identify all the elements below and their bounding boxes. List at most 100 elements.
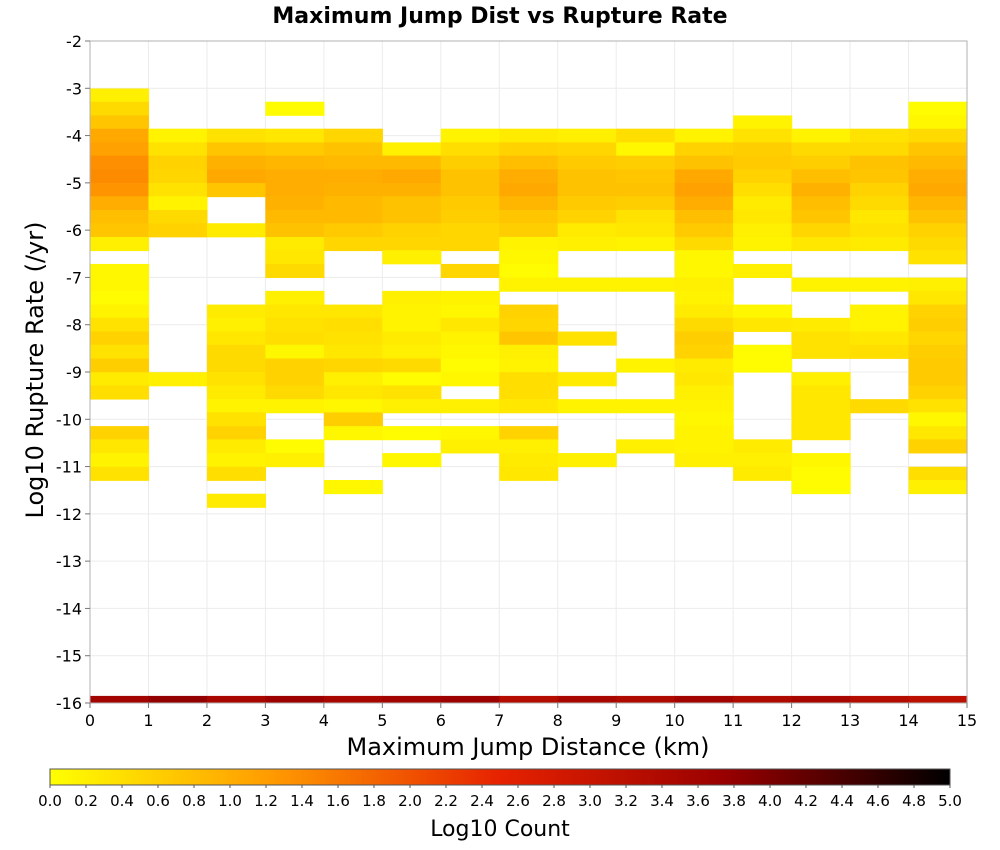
y-tick-label: -12 — [56, 505, 82, 524]
heatmap-cell — [908, 426, 968, 441]
heatmap-cell — [323, 480, 383, 495]
heatmap-cell — [557, 236, 617, 252]
heatmap-cell — [323, 236, 383, 252]
heatmap-cell — [206, 304, 266, 319]
heatmap-cell — [440, 426, 500, 441]
heatmap-cell — [908, 358, 968, 373]
heatmap-cell — [382, 290, 442, 305]
x-tick-label: 0 — [85, 711, 95, 730]
heatmap-cell — [382, 142, 442, 157]
heatmap-cell — [323, 358, 383, 373]
heatmap-cell — [674, 453, 734, 468]
heatmap-cell — [90, 317, 150, 332]
heatmap-cell — [616, 142, 676, 157]
heatmap-cell — [908, 385, 968, 400]
heatmap-cell — [90, 331, 150, 346]
heatmap-cell — [206, 317, 266, 332]
baseline-cell — [733, 695, 793, 703]
heatmap-cell — [265, 223, 325, 238]
colorbar-tick-label: 3.4 — [650, 792, 674, 810]
heatmap-cell — [499, 453, 559, 468]
colorbar-tick-label: 3.2 — [614, 792, 638, 810]
heatmap-cell — [382, 453, 442, 468]
colorbar-tick-label: 5.0 — [938, 792, 962, 810]
heatmap-cell — [499, 317, 559, 332]
colorbar-tick-label: 0.4 — [110, 792, 134, 810]
heatmap-cell — [616, 196, 676, 211]
x-tick-label: 13 — [840, 711, 860, 730]
heatmap-cell — [791, 385, 851, 400]
heatmap-cell — [908, 183, 968, 198]
heatmap-cell — [265, 358, 325, 373]
heatmap-cell — [557, 196, 617, 211]
x-tick-label: 8 — [553, 711, 563, 730]
heatmap-cell — [323, 169, 383, 184]
heatmap-cell — [382, 223, 442, 238]
heatmap-cell — [791, 466, 851, 481]
heatmap-cell — [90, 115, 150, 130]
heatmap-cell — [323, 210, 383, 225]
heatmap-cell — [440, 128, 500, 143]
heatmap-cell — [557, 183, 617, 198]
heatmap-cell — [323, 344, 383, 359]
heatmap-cell — [440, 290, 500, 305]
heatmap-cell — [206, 466, 266, 481]
heatmap-cell — [557, 399, 617, 414]
heatmap-cell — [733, 466, 793, 481]
heatmap-cell — [499, 223, 559, 238]
heatmap-cell — [674, 331, 734, 346]
colorbar-tick-label: 2.6 — [506, 792, 530, 810]
heatmap-cell — [323, 412, 383, 427]
heatmap-cell — [323, 385, 383, 400]
colorbar-tick-label: 2.2 — [434, 792, 458, 810]
y-tick-label: -2 — [66, 32, 82, 51]
heatmap-cell — [323, 399, 383, 414]
heatmap-cell — [323, 304, 383, 319]
heatmap-cell — [908, 250, 968, 265]
heatmap-cell — [791, 480, 851, 495]
heatmap-cell — [440, 142, 500, 157]
heatmap-cell — [674, 277, 734, 292]
heatmap-cell — [499, 128, 559, 143]
heatmap-cell — [908, 142, 968, 157]
heatmap-cell — [791, 344, 851, 359]
heatmap-cell — [674, 399, 734, 414]
colorbar-label: Log10 Count — [430, 817, 570, 842]
heatmap-cell — [616, 155, 676, 170]
heatmap-cell — [733, 453, 793, 468]
heatmap-cell — [148, 142, 208, 157]
heatmap-cell — [557, 372, 617, 387]
heatmap-cell — [674, 236, 734, 252]
heatmap-cell — [850, 128, 910, 143]
colorbar-tick-label: 2.4 — [470, 792, 494, 810]
heatmap-cell — [616, 277, 676, 292]
heatmap-cell — [499, 277, 559, 292]
y-tick-label: -14 — [56, 599, 82, 618]
heatmap-cell — [206, 331, 266, 346]
heatmap-cell — [674, 358, 734, 373]
heatmap-cell — [90, 466, 150, 481]
heatmap-cell — [382, 331, 442, 346]
heatmap-cell — [90, 101, 150, 116]
colorbar-tick-label: 0.2 — [74, 792, 98, 810]
heatmap-cell — [206, 453, 266, 468]
heatmap-cell — [557, 210, 617, 225]
heatmap-cell — [733, 183, 793, 198]
heatmap-cell — [499, 142, 559, 157]
heatmap-cell — [265, 304, 325, 319]
heatmap-cell — [148, 169, 208, 184]
y-tick-label: -13 — [56, 552, 82, 571]
baseline-cell — [90, 695, 150, 703]
baseline-cell — [265, 695, 325, 703]
y-tick-label: -10 — [56, 410, 82, 429]
heatmap-cell — [265, 439, 325, 454]
baseline-cell — [382, 695, 442, 703]
heatmap-cell — [674, 317, 734, 332]
heatmap-cell — [791, 169, 851, 184]
heatmap-cell — [850, 169, 910, 184]
x-tick-label: 10 — [664, 711, 684, 730]
heatmap-cell — [908, 399, 968, 414]
heatmap-cell — [382, 344, 442, 359]
heatmap-cell — [90, 236, 150, 252]
heatmap-cell — [791, 399, 851, 414]
